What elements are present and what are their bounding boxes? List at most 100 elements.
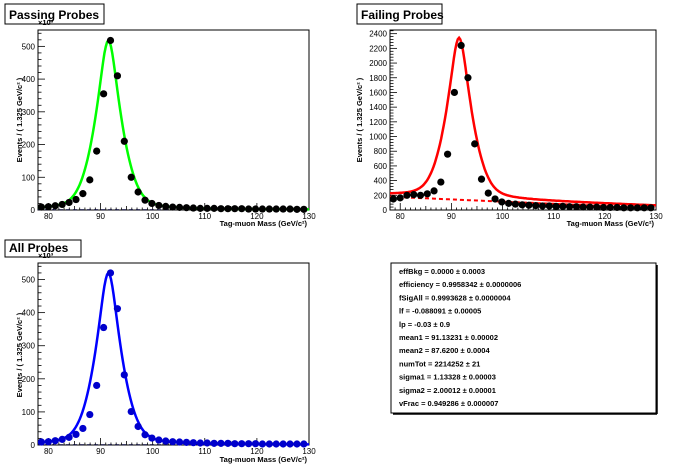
data-point xyxy=(93,381,101,390)
data-point xyxy=(477,175,486,183)
y-tick-label: 2000 xyxy=(369,59,387,68)
y-tick-label: 400 xyxy=(374,177,388,186)
data-point xyxy=(141,196,149,204)
data-point xyxy=(44,203,52,211)
data-point xyxy=(175,438,184,446)
data-point xyxy=(203,204,211,212)
data-point xyxy=(210,204,218,212)
data-point xyxy=(464,74,472,82)
data-point xyxy=(231,205,239,213)
data-point xyxy=(113,72,122,80)
data-point xyxy=(224,205,232,213)
y-tick-label: 1000 xyxy=(369,133,387,142)
data-point xyxy=(647,204,655,212)
y-tick-label: 1400 xyxy=(369,103,387,112)
data-point xyxy=(79,190,87,198)
data-point xyxy=(403,191,411,199)
data-point xyxy=(44,438,52,446)
data-point xyxy=(505,199,513,207)
data-point xyxy=(37,438,46,446)
y-tick-label: 0 xyxy=(31,206,36,215)
y-axis-title: Events / ( 1.325 GeV/c² ) xyxy=(355,77,364,162)
data-point xyxy=(196,439,204,447)
data-point xyxy=(100,90,108,98)
data-point xyxy=(633,204,641,212)
y-tick-label: 800 xyxy=(374,147,388,156)
data-point xyxy=(169,203,177,211)
data-point xyxy=(127,173,135,181)
data-point xyxy=(511,200,519,208)
data-point xyxy=(265,440,273,448)
data-point xyxy=(545,202,553,210)
data-point xyxy=(134,188,142,196)
y-axis-title: Events / ( 1.325 GeV/c² ) xyxy=(15,312,24,397)
fit-parameters-box: effBkg = 0.0000 ± 0.0003 efficiency = 0.9… xyxy=(390,262,658,415)
y-tick-label: 500 xyxy=(22,42,36,51)
y-tick-label: 600 xyxy=(374,162,388,171)
x-tick-label: 90 xyxy=(96,212,105,221)
data-point xyxy=(430,187,438,195)
data-point xyxy=(244,205,253,213)
y-tick-label: 200 xyxy=(22,375,36,384)
panel-all: All Probes 80 90 100 110 120 130 0 100 200 300 400 5… xyxy=(4,239,316,464)
param-numTot: numTot = 2214252 ± 21 xyxy=(399,359,480,368)
x-tick-label: 80 xyxy=(44,447,53,456)
data-point xyxy=(155,436,163,444)
data-point xyxy=(300,205,308,213)
data-point xyxy=(396,194,404,202)
data-point xyxy=(423,190,431,198)
data-point xyxy=(498,198,506,206)
data-point xyxy=(58,435,66,443)
data-point xyxy=(210,439,218,447)
data-point xyxy=(279,205,287,213)
data-point xyxy=(113,305,122,313)
param-effBkg: effBkg = 0.0000 ± 0.0003 xyxy=(399,267,485,276)
x-tick-label: 130 xyxy=(302,447,316,456)
plot-frame xyxy=(37,262,310,446)
data-point xyxy=(265,205,273,213)
data-point xyxy=(300,440,308,448)
y-exponent-label: ×10³ xyxy=(38,251,54,260)
data-point xyxy=(293,205,301,213)
param-mean2: mean2 = 87.6200 ± 0.0004 xyxy=(399,346,490,355)
x-tick-label: 100 xyxy=(146,447,160,456)
data-point xyxy=(169,438,177,446)
data-point xyxy=(272,205,280,213)
data-point xyxy=(566,203,574,211)
data-point xyxy=(134,422,142,431)
data-point xyxy=(182,204,191,212)
data-point xyxy=(416,191,425,199)
x-tick-label: 130 xyxy=(302,212,316,221)
y-tick-label: 200 xyxy=(374,191,388,200)
panel-failing: Failing Probes 80 90 100 110 120 130 0 200 400 600… xyxy=(355,3,663,228)
x-tick-label: 120 xyxy=(250,447,264,456)
panel-title-box xyxy=(4,3,105,25)
x-tick-label: 100 xyxy=(146,212,160,221)
data-point xyxy=(106,36,115,45)
data-point xyxy=(586,203,594,211)
param-lp: lp = -0.03 ± 0.9 xyxy=(399,320,450,329)
data-point xyxy=(196,204,204,212)
data-point xyxy=(484,189,492,197)
y-tick-label: 2400 xyxy=(369,30,387,39)
data-point xyxy=(286,440,294,448)
panel-title: All Probes xyxy=(9,241,69,255)
data-point xyxy=(389,195,397,203)
y-tick-label: 0 xyxy=(383,206,388,215)
data-point xyxy=(491,195,499,203)
panel-title-box xyxy=(356,3,443,25)
y-tick-label: 2200 xyxy=(369,44,387,53)
x-tick-label: 90 xyxy=(447,212,456,221)
x-tick-label: 100 xyxy=(496,212,510,221)
y-tick-label: 500 xyxy=(22,276,36,285)
data-point xyxy=(238,205,246,213)
x-tick-label: 110 xyxy=(198,212,211,221)
data-point xyxy=(182,438,191,446)
x-tick-label: 130 xyxy=(649,212,663,221)
data-point xyxy=(613,203,621,212)
data-point xyxy=(86,410,94,419)
panel-title-box xyxy=(4,239,82,258)
data-point xyxy=(238,440,246,448)
data-point xyxy=(251,205,260,213)
param-fSigAll: fSigAll = 0.9993628 ± 0.0000004 xyxy=(399,293,511,302)
